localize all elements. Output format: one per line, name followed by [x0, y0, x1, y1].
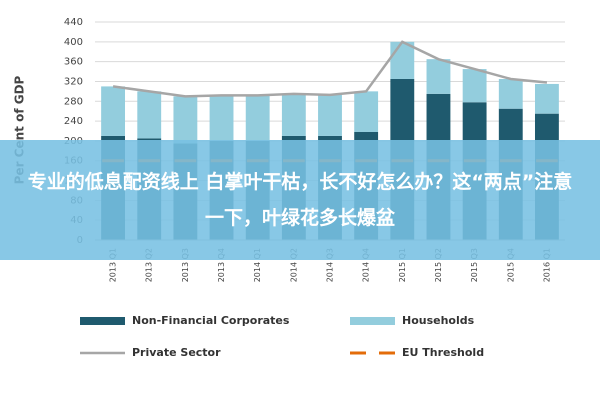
- bar-segment: [318, 94, 342, 136]
- bar-segment: [498, 78, 523, 109]
- x-tick-label: 2015 Q4: [506, 248, 515, 282]
- y-tick-label: 400: [64, 37, 83, 48]
- bar-segment: [101, 86, 126, 136]
- x-tick-label: 2015 Q3: [470, 248, 479, 282]
- x-tick-label: 2014 Q3: [326, 248, 335, 282]
- x-tick-label: 2016 Q1: [542, 248, 551, 282]
- y-tick-label: 360: [64, 57, 83, 68]
- x-tick-label: 2013 Q4: [217, 248, 226, 282]
- legend-swatch: [80, 317, 125, 325]
- x-tick-label: 2013 Q2: [145, 248, 154, 282]
- legend-label: Non-Financial Corporates: [132, 314, 290, 327]
- legend-label: Private Sector: [132, 346, 221, 359]
- legend-label: Households: [402, 314, 475, 327]
- bar-segment: [426, 59, 451, 94]
- y-tick-label: 280: [64, 96, 83, 107]
- overlay-text: 专业的低息配资线上 白掌叶干枯，长不好怎么办？这“两点”注意一下，叶绿花多长爆盆: [27, 171, 573, 229]
- x-tick-label: 2013 Q1: [109, 248, 118, 282]
- bar-segment: [354, 91, 379, 132]
- x-tick-label: 2014 Q1: [253, 248, 262, 282]
- x-tick-label: 2014 Q4: [362, 248, 371, 282]
- x-tick-label: 2014 Q2: [289, 248, 298, 282]
- bar-segment: [390, 41, 415, 79]
- bar-segment: [173, 96, 198, 144]
- bar-segment: [245, 95, 270, 141]
- bar-segment: [462, 69, 487, 103]
- bar-segment: [209, 95, 234, 141]
- bar-segment: [534, 83, 559, 114]
- x-tick-label: 2013 Q3: [181, 248, 190, 282]
- bar-segment: [281, 93, 306, 136]
- overlay-banner: 专业的低息配资线上 白掌叶干枯，长不好怎么办？这“两点”注意一下，叶绿花多长爆盆: [0, 140, 600, 260]
- y-tick-label: 440: [64, 17, 83, 28]
- y-tick-label: 240: [64, 116, 83, 127]
- legend-swatch: [350, 317, 395, 325]
- bar-segment: [137, 91, 162, 139]
- x-tick-label: 2015 Q2: [434, 248, 443, 282]
- x-tick-label: 2015 Q1: [398, 248, 407, 282]
- legend-label: EU Threshold: [402, 346, 484, 359]
- y-tick-label: 320: [64, 76, 83, 87]
- line: [112, 40, 548, 98]
